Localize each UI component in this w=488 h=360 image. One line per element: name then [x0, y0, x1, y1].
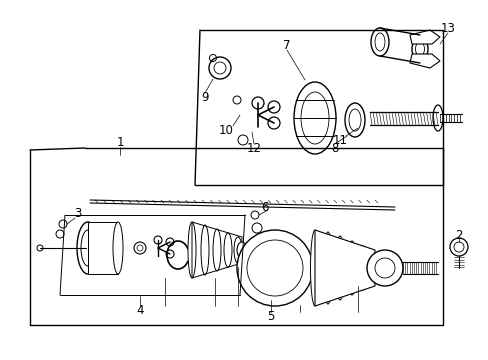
Text: 6: 6 — [261, 201, 268, 213]
Ellipse shape — [348, 109, 360, 131]
Text: 13: 13 — [440, 22, 454, 35]
Circle shape — [374, 258, 394, 278]
Polygon shape — [409, 54, 439, 68]
Ellipse shape — [347, 241, 356, 295]
Text: 1: 1 — [116, 135, 123, 149]
Ellipse shape — [113, 222, 123, 274]
Ellipse shape — [310, 230, 319, 306]
Polygon shape — [88, 222, 118, 274]
Ellipse shape — [301, 92, 328, 144]
Ellipse shape — [411, 37, 427, 61]
Text: 8: 8 — [331, 141, 338, 154]
Ellipse shape — [213, 229, 221, 271]
Ellipse shape — [367, 251, 376, 285]
Polygon shape — [314, 230, 374, 306]
Text: 2: 2 — [454, 229, 462, 242]
Ellipse shape — [432, 105, 442, 131]
Text: 10: 10 — [218, 123, 233, 136]
Text: 5: 5 — [267, 310, 274, 323]
Circle shape — [449, 238, 467, 256]
Text: 11: 11 — [332, 134, 347, 147]
Ellipse shape — [234, 237, 242, 263]
Ellipse shape — [224, 233, 231, 267]
Circle shape — [214, 62, 225, 74]
Circle shape — [237, 230, 312, 306]
Text: 3: 3 — [74, 207, 81, 220]
Polygon shape — [409, 30, 439, 44]
Text: 12: 12 — [246, 141, 261, 154]
Ellipse shape — [293, 82, 335, 154]
Circle shape — [366, 250, 402, 286]
Ellipse shape — [81, 230, 95, 266]
Ellipse shape — [345, 103, 364, 137]
Ellipse shape — [201, 225, 208, 275]
Circle shape — [246, 240, 303, 296]
Text: 4: 4 — [136, 303, 143, 316]
Ellipse shape — [237, 242, 246, 258]
Circle shape — [453, 242, 463, 252]
Ellipse shape — [77, 222, 99, 274]
Ellipse shape — [335, 236, 344, 300]
Circle shape — [208, 57, 230, 79]
Ellipse shape — [187, 222, 196, 278]
Ellipse shape — [374, 33, 384, 51]
Ellipse shape — [323, 232, 332, 304]
Ellipse shape — [370, 28, 388, 56]
Ellipse shape — [415, 42, 424, 56]
Text: 7: 7 — [283, 39, 290, 51]
Ellipse shape — [358, 246, 367, 290]
Text: 9: 9 — [201, 90, 208, 104]
